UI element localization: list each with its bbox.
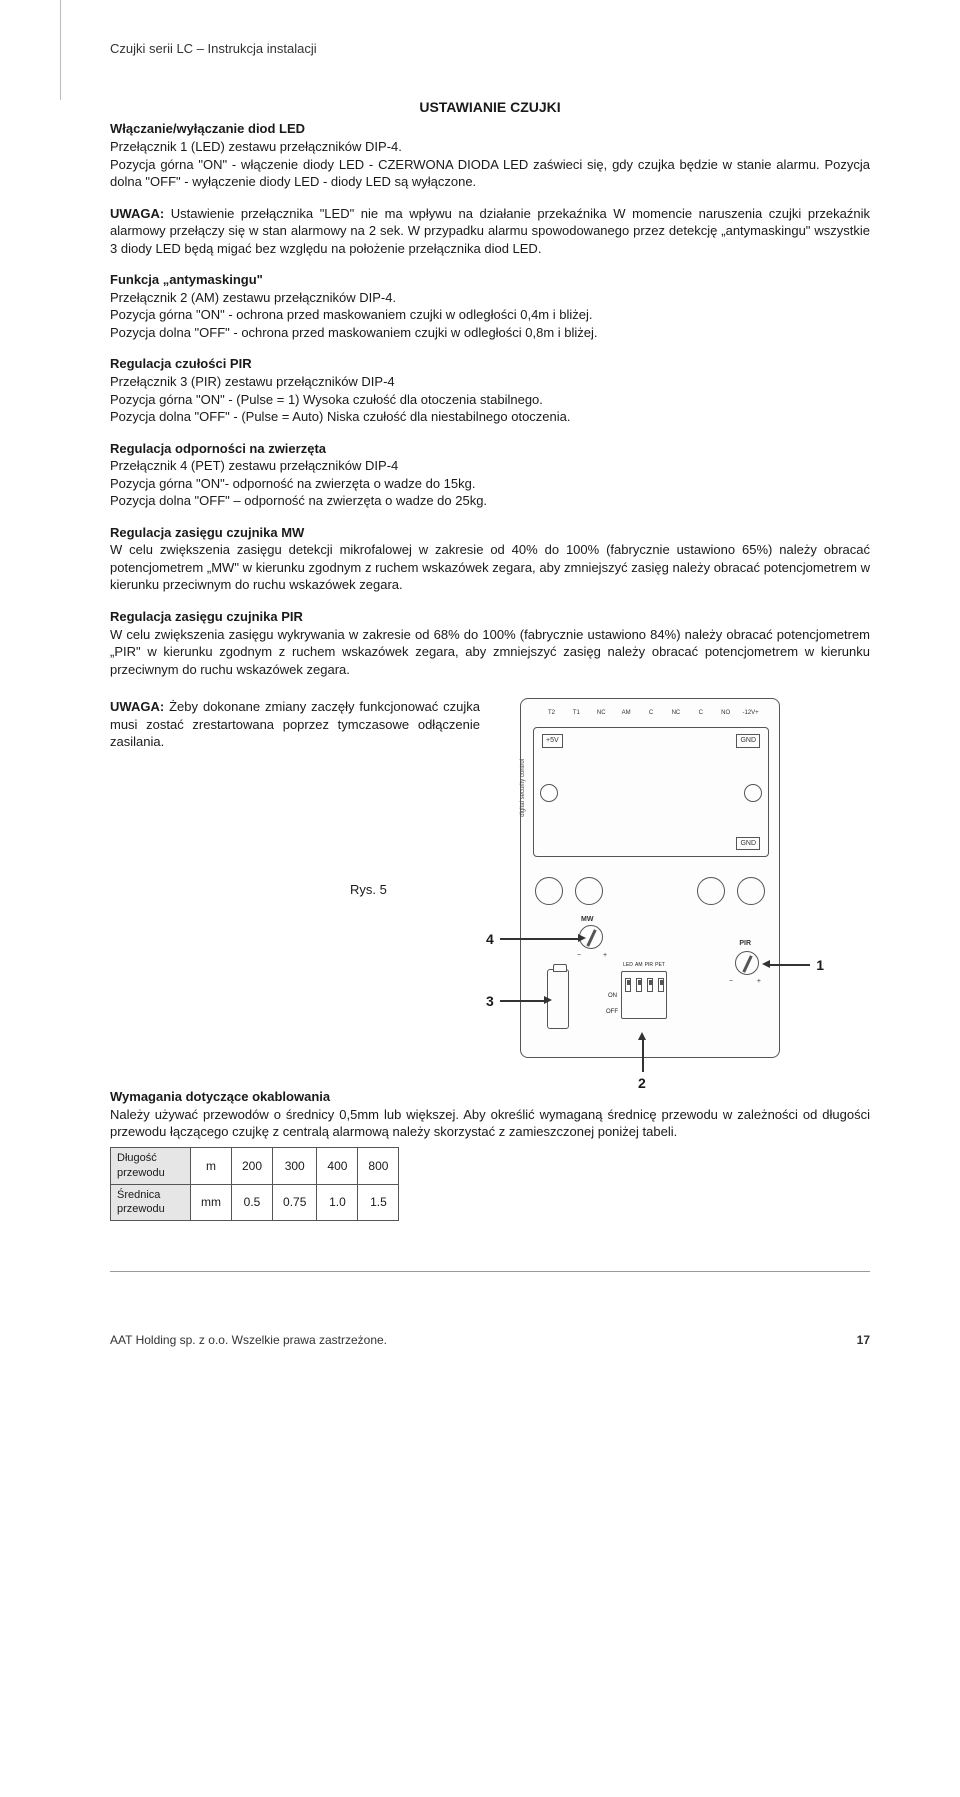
sec7-body: Należy używać przewodów o średnicy 0,5mm… xyxy=(110,1106,870,1141)
table-row: Długość przewodu m 200 300 400 800 xyxy=(111,1147,399,1184)
sec4-title: Regulacja odporności na zwierzęta xyxy=(110,440,870,458)
cell: 0.5 xyxy=(232,1184,273,1221)
row1-unit: m xyxy=(191,1147,232,1184)
side-text: digital security control xyxy=(519,759,527,817)
terminal-labels: T2 T1 NC AM C NC C NO -12V+ xyxy=(539,705,763,721)
table-row: Średnica przewodu mm 0.5 0.75 1.0 1.5 xyxy=(111,1184,399,1221)
callout-4: 4 xyxy=(486,930,494,949)
pcb-outline: T2 T1 NC AM C NC C NO -12V+ +5V GND GND … xyxy=(520,698,780,1058)
dip-off-label: OFF xyxy=(606,1008,618,1016)
footer-left: AAT Holding sp. z o.o. Wszelkie prawa za… xyxy=(110,1332,387,1348)
mount-hole xyxy=(540,784,558,802)
sec2-l2: Pozycja górna "ON" - ochrona przed masko… xyxy=(110,306,870,324)
uwaga1-bold: UWAGA: xyxy=(110,206,164,221)
sec3-l1: Przełącznik 3 (PIR) zestawu przełącznikó… xyxy=(110,373,870,391)
pir-pot xyxy=(735,951,759,975)
section-pir-range: Regulacja zasięgu czujnika PIR W celu zw… xyxy=(110,608,870,678)
sec4-l3: Pozycja dolna "OFF" – odporność na zwier… xyxy=(110,492,870,510)
sec2-title: Funkcja „antymaskingu" xyxy=(110,271,870,289)
big-hole xyxy=(697,877,725,905)
row1-label: Długość przewodu xyxy=(111,1147,191,1184)
big-hole xyxy=(535,877,563,905)
pir-label: PIR xyxy=(739,939,751,948)
mw-label: MW xyxy=(581,915,593,924)
doc-header: Czujki serii LC – Instrukcja instalacji xyxy=(110,40,870,58)
section-am: Funkcja „antymaskingu" Przełącznik 2 (AM… xyxy=(110,271,870,341)
sec6-title: Regulacja zasięgu czujnika PIR xyxy=(110,608,870,626)
pcb-inner: +5V GND GND xyxy=(533,727,769,857)
label-gnd1: GND xyxy=(736,734,760,747)
footer-page: 17 xyxy=(857,1332,870,1348)
row2-unit: mm xyxy=(191,1184,232,1221)
sec5-body: W celu zwiększenia zasięgu detekcji mikr… xyxy=(110,541,870,594)
dip-labels: LED AM PIR PET xyxy=(622,962,666,969)
label-gnd2: GND xyxy=(736,837,760,850)
sec4-l2: Pozycja górna "ON"- odporność na zwierzę… xyxy=(110,475,870,493)
section-mw-range: Regulacja zasięgu czujnika MW W celu zwi… xyxy=(110,524,870,594)
sec1-l1: Przełącznik 1 (LED) zestawu przełącznikó… xyxy=(110,138,870,156)
callout-3: 3 xyxy=(486,992,494,1011)
uwaga1-text: Ustawienie przełącznika "LED" nie ma wpł… xyxy=(110,206,870,256)
uwaga-1: UWAGA: Ustawienie przełącznika "LED" nie… xyxy=(110,205,870,258)
cell: 1.5 xyxy=(358,1184,399,1221)
row2-label: Średnica przewodu xyxy=(111,1184,191,1221)
dip-on-label: ON xyxy=(608,992,617,1000)
label-5v: +5V xyxy=(542,734,563,747)
sec1-l2: Pozycja górna "ON" - włączenie diody LED… xyxy=(110,156,870,191)
cell: 800 xyxy=(358,1147,399,1184)
pcb-figure: T2 T1 NC AM C NC C NO -12V+ +5V GND GND … xyxy=(500,698,790,1078)
cell: 300 xyxy=(273,1147,317,1184)
cell: 400 xyxy=(317,1147,358,1184)
big-hole xyxy=(575,877,603,905)
section-pir-sens: Regulacja czułości PIR Przełącznik 3 (PI… xyxy=(110,355,870,425)
main-title: USTAWIANIE CZUJKI xyxy=(110,98,870,117)
section-pet: Regulacja odporności na zwierzęta Przełą… xyxy=(110,440,870,510)
callout-1: 1 xyxy=(816,956,824,975)
sec3-title: Regulacja czułości PIR xyxy=(110,355,870,373)
sec4-l1: Przełącznik 4 (PET) zestawu przełącznikó… xyxy=(110,457,870,475)
uwaga2-rest: Żeby dokonane zmiany zaczęły funkcjonowa… xyxy=(110,699,480,749)
sec2-l1: Przełącznik 2 (AM) zestawu przełączników… xyxy=(110,289,870,307)
sec5-title: Regulacja zasięgu czujnika MW xyxy=(110,524,870,542)
sec3-l2: Pozycja górna "ON" - (Pulse = 1) Wysoka … xyxy=(110,391,870,409)
sec2-l3: Pozycja dolna "OFF" - ochrona przed mask… xyxy=(110,324,870,342)
footer: AAT Holding sp. z o.o. Wszelkie prawa za… xyxy=(110,1332,870,1348)
sec3-l3: Pozycja dolna "OFF" - (Pulse = Auto) Nis… xyxy=(110,408,870,426)
uwaga2-bold: UWAGA: xyxy=(110,699,164,714)
sec1-title: Włączanie/wyłączanie diod LED xyxy=(110,120,870,138)
callout-2: 2 xyxy=(638,1074,646,1093)
uwaga-2: UWAGA: Żeby dokonane zmiany zaczęły funk… xyxy=(110,698,480,751)
sec7-title: Wymagania dotyczące okablowania xyxy=(110,1088,870,1106)
figure-label: Rys. 5 xyxy=(350,881,480,899)
section-cabling: Wymagania dotyczące okablowania Należy u… xyxy=(110,1088,870,1221)
section-led: Włączanie/wyłączanie diod LED Przełączni… xyxy=(110,120,870,190)
cell: 1.0 xyxy=(317,1184,358,1221)
cell: 0.75 xyxy=(273,1184,317,1221)
cell: 200 xyxy=(232,1147,273,1184)
sec6-body: W celu zwiększenia zasięgu wykrywania w … xyxy=(110,626,870,679)
big-hole xyxy=(737,877,765,905)
cable-table: Długość przewodu m 200 300 400 800 Średn… xyxy=(110,1147,399,1221)
mount-hole xyxy=(744,784,762,802)
dip-switch: LED AM PIR PET ON OFF xyxy=(621,971,667,1019)
